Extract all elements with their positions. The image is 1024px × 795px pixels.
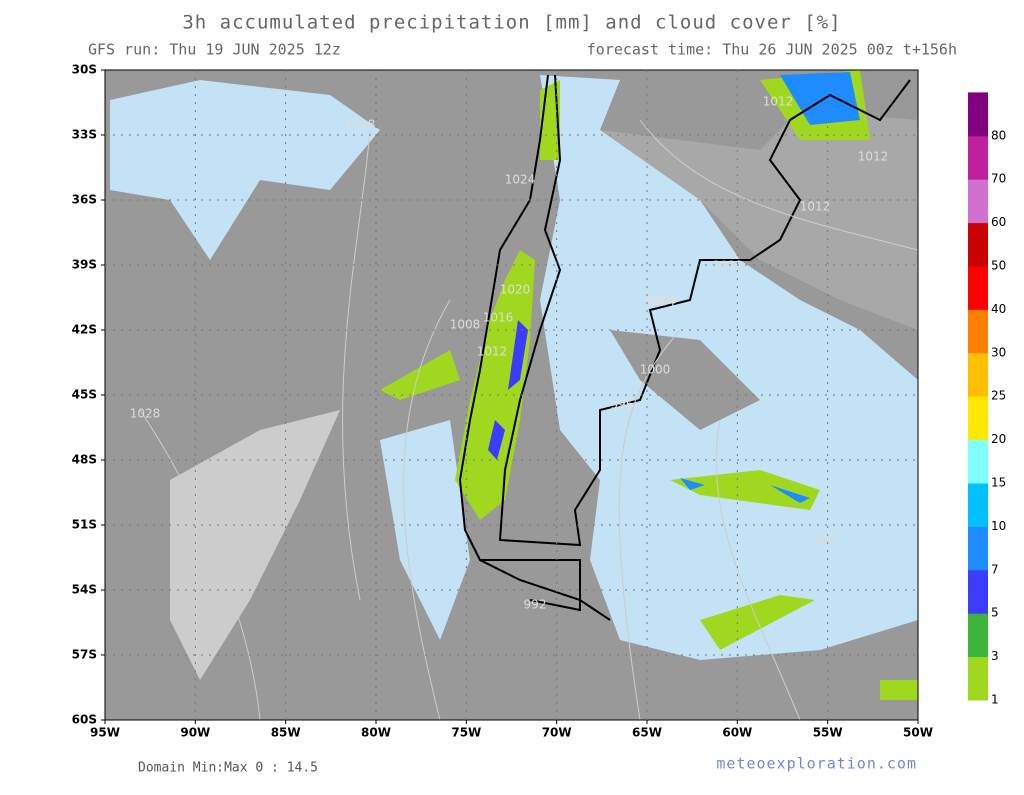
lon-label: 70W xyxy=(542,726,572,740)
precip xyxy=(680,72,860,503)
legend-swatch xyxy=(968,222,988,267)
isobar-label: 992 xyxy=(524,598,547,612)
legend-label: 70 xyxy=(991,172,1006,186)
run-info: GFS run: Thu 19 JUN 2025 12z xyxy=(88,41,341,59)
precip xyxy=(455,250,535,520)
isobar-label: 1012 xyxy=(477,345,508,359)
lat-label: 57S xyxy=(72,648,97,662)
isobar-label: 1020 xyxy=(500,283,531,297)
lat-label: 30S xyxy=(72,63,97,77)
legend-swatch xyxy=(968,613,988,658)
legend-swatch xyxy=(968,439,988,484)
isobar-label: 988 xyxy=(814,533,837,547)
lon-label: 85W xyxy=(271,726,301,740)
isobar-label: 1028 xyxy=(130,407,161,421)
lon-label: 75W xyxy=(451,726,481,740)
title: 3h accumulated precipitation [mm] and cl… xyxy=(182,12,841,34)
isobar-label: 996 xyxy=(611,398,634,412)
cloud xyxy=(170,410,340,680)
legend-label: 50 xyxy=(991,259,1006,273)
legend-label: 1 xyxy=(991,693,999,707)
legend-label: 80 xyxy=(991,128,1006,142)
isobar-label: 1016 xyxy=(483,311,514,325)
legend-label: 5 xyxy=(991,606,999,620)
isobar xyxy=(139,119,919,721)
precip xyxy=(380,70,918,700)
legend-swatch xyxy=(968,483,988,527)
cloud-gap xyxy=(600,110,918,330)
isobar-label: 1028 xyxy=(345,118,376,132)
isobar-label: 1024 xyxy=(505,173,536,187)
lat-label: 60S xyxy=(72,713,97,727)
isobar-label: 1008 xyxy=(450,318,481,332)
lat-label: 36S xyxy=(72,193,97,207)
cloud xyxy=(540,75,918,660)
legend-swatch xyxy=(968,135,988,180)
lat-label: 48S xyxy=(72,453,97,467)
lon-label: 90W xyxy=(180,726,210,740)
lon-label: 60W xyxy=(722,726,752,740)
lat-label: 33S xyxy=(72,128,97,142)
isobar-label: 1012 xyxy=(713,259,744,273)
legend-label: 20 xyxy=(991,432,1006,446)
legend-swatch xyxy=(968,92,988,137)
legend-label: 7 xyxy=(991,562,999,576)
lon-label: 65W xyxy=(632,726,662,740)
legend-label: 3 xyxy=(991,649,999,663)
legend-label: 10 xyxy=(991,519,1006,533)
legend-swatch xyxy=(968,352,988,397)
clear xyxy=(610,330,760,430)
lat-label: 54S xyxy=(72,583,97,597)
isobar-label: 1012 xyxy=(763,95,794,109)
isobar-label: 1012 xyxy=(800,200,831,214)
lat-label: 42S xyxy=(72,323,97,337)
legend-label: 40 xyxy=(991,302,1006,316)
minmax: Domain Min:Max 0 : 14.5 xyxy=(138,761,318,776)
isobar-label: 1008 xyxy=(647,293,678,307)
legend-swatch xyxy=(968,656,988,701)
lon-label: 50W xyxy=(903,726,933,740)
lat-label: 51S xyxy=(72,518,97,532)
isobar-label: 1000 xyxy=(640,363,671,377)
forecast-info: forecast time: Thu 26 JUN 2025 00z t+156… xyxy=(587,41,957,59)
isobar-label: 1012 xyxy=(858,150,889,164)
legend-swatch xyxy=(968,569,988,614)
legend-label: 60 xyxy=(991,215,1006,229)
precip xyxy=(488,320,528,460)
legend-swatch xyxy=(968,526,988,571)
site: meteoexploration.com xyxy=(716,755,917,773)
legend-swatch xyxy=(968,309,988,354)
legend-swatch xyxy=(968,179,988,224)
legend-label: 30 xyxy=(991,345,1006,359)
cloud xyxy=(380,420,470,640)
map-area xyxy=(104,69,919,721)
isobar-label: 1004 xyxy=(645,295,676,309)
lon-label: 55W xyxy=(813,726,843,740)
cloud xyxy=(110,80,380,260)
lat-label: 39S xyxy=(72,258,97,272)
legend-label: 15 xyxy=(991,476,1006,490)
legend-swatch xyxy=(968,396,988,441)
legend-swatch xyxy=(968,266,988,310)
lon-label: 80W xyxy=(361,726,391,740)
legend-label: 25 xyxy=(991,389,1006,403)
lat-label: 45S xyxy=(72,388,97,402)
lon-label: 95W xyxy=(90,726,120,740)
